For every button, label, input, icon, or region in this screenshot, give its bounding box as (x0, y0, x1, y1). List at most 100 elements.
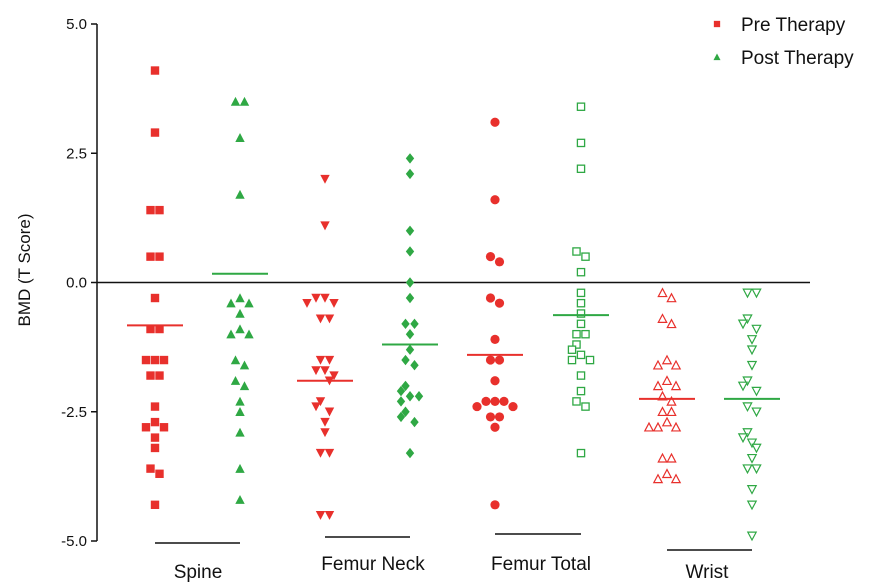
category-label: Wrist (686, 562, 730, 583)
data-point (396, 385, 406, 397)
data-point (141, 423, 151, 432)
y-tick-label: -5.0 (61, 533, 87, 550)
legend-label: Post Therapy (741, 48, 854, 69)
data-point (401, 380, 410, 392)
data-point (494, 355, 505, 365)
data-point (405, 344, 415, 355)
data-point (146, 464, 155, 473)
data-point (150, 500, 160, 510)
data-point (742, 314, 753, 325)
data-point (576, 138, 586, 148)
data-point (150, 355, 160, 365)
data-point (150, 293, 160, 303)
data-point (652, 473, 664, 484)
data-point (737, 433, 749, 444)
data-point (657, 287, 668, 298)
data-point (485, 252, 496, 262)
data-point (320, 428, 330, 438)
data-point (230, 376, 241, 385)
data-point (150, 402, 160, 411)
data-point (230, 96, 241, 106)
data-point (405, 168, 415, 180)
data-point (490, 500, 500, 510)
data-point (159, 423, 169, 432)
data-point (410, 416, 419, 428)
data-point (320, 417, 330, 427)
data-point (320, 174, 330, 184)
data-point (320, 221, 330, 231)
data-point (315, 397, 326, 407)
data-point (405, 277, 415, 288)
data-point (737, 381, 749, 392)
data-point (472, 401, 482, 412)
data-point (324, 510, 335, 520)
data-point (235, 324, 245, 334)
data-point (567, 355, 577, 365)
data-point (405, 447, 415, 459)
data-point (155, 469, 164, 478)
category-labels: Spine Femur Neck Femur Total Wrist (155, 533, 752, 583)
data-point (141, 355, 151, 365)
data-point (751, 407, 762, 418)
legend: Pre Therapy Post Therapy (713, 15, 854, 69)
data-point (401, 354, 410, 366)
data-point (235, 293, 245, 303)
data-point (481, 396, 491, 407)
data-point (670, 421, 682, 432)
data-point (329, 298, 339, 308)
data-point (576, 267, 586, 277)
legend-item: Pre Therapy (713, 15, 846, 36)
data-point (396, 411, 406, 423)
data-point (315, 314, 326, 324)
data-point (576, 448, 586, 458)
data-point (576, 350, 586, 360)
data-point (581, 252, 590, 261)
data-point (751, 324, 762, 335)
data-point (235, 427, 245, 437)
data-point (751, 386, 762, 397)
data-point (239, 381, 250, 391)
data-point (576, 102, 586, 111)
y-tick-label: 2.5 (66, 145, 87, 162)
data-point (244, 329, 254, 339)
data-point (499, 396, 509, 407)
data-point (410, 318, 419, 330)
data-point (405, 153, 415, 164)
data-point (414, 391, 424, 402)
data-point (670, 380, 682, 391)
data-point (485, 412, 496, 422)
data-point (150, 417, 160, 427)
data-point (572, 329, 581, 339)
data-point (576, 164, 586, 174)
data-point (572, 340, 581, 349)
data-point (311, 402, 321, 412)
data-point (226, 329, 236, 339)
data-point (239, 96, 250, 106)
data-point (652, 359, 664, 370)
data-point (751, 464, 762, 475)
data-point (576, 386, 586, 396)
data-point (226, 298, 236, 308)
data-point (490, 376, 500, 386)
data-point (581, 329, 590, 339)
y-tick-label: -2.5 (61, 404, 87, 421)
data-point (159, 355, 169, 365)
data-point (490, 195, 500, 205)
category-label: Femur Total (491, 554, 591, 575)
mean-lines (127, 272, 780, 400)
data-point (235, 407, 245, 416)
data-point (746, 360, 758, 371)
data-point (315, 448, 326, 458)
y-axis-title: BMD (T Score) (15, 213, 34, 326)
data-point (746, 453, 758, 464)
data-point (235, 396, 245, 406)
data-point (666, 395, 677, 406)
data-point (155, 324, 164, 334)
data-point (670, 359, 682, 370)
data-point (661, 468, 673, 479)
data-point (405, 225, 415, 236)
data-point (490, 117, 500, 127)
category-label: Spine (174, 562, 223, 583)
data-point (661, 354, 673, 365)
data-point (405, 329, 415, 340)
